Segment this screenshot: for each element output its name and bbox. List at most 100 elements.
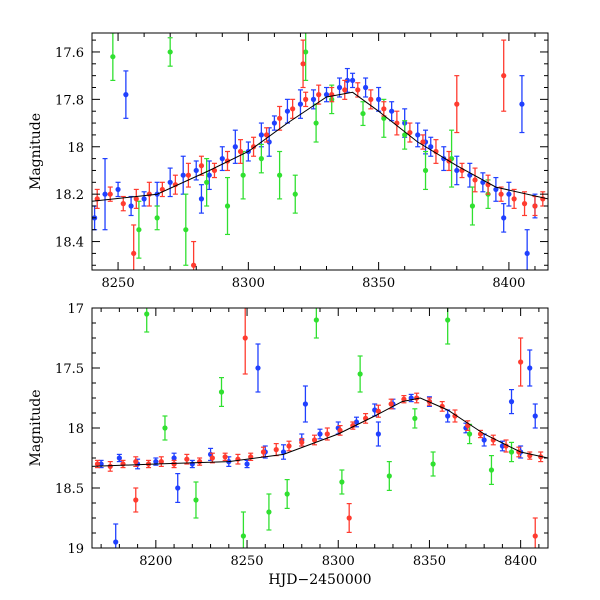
- data-point: [302, 401, 309, 407]
- data-point: [258, 132, 264, 138]
- data-point: [466, 431, 473, 437]
- data-point: [415, 132, 421, 138]
- data-point: [113, 539, 119, 545]
- data-point: [493, 186, 499, 193]
- data-point: [511, 196, 517, 202]
- data-point: [300, 61, 306, 67]
- data-point: [389, 108, 395, 114]
- data-point: [144, 311, 150, 317]
- data-point: [303, 49, 309, 55]
- data-point: [286, 443, 292, 449]
- data-point: [277, 172, 283, 178]
- data-point: [133, 459, 139, 465]
- y-tick-label: 17.5: [55, 362, 84, 377]
- data-point: [271, 120, 277, 126]
- data-point: [284, 491, 290, 497]
- x-tick-label: 8250: [230, 554, 263, 569]
- data-point: [240, 172, 246, 178]
- data-point: [452, 413, 458, 419]
- x-tick-label: 8400: [492, 276, 525, 291]
- plot-area: [92, 308, 548, 548]
- data-point: [266, 509, 272, 515]
- model-curve: [92, 397, 548, 467]
- data-point: [232, 144, 238, 150]
- data-point: [167, 49, 173, 55]
- data-point: [381, 106, 387, 112]
- x-tick-label: 8400: [504, 554, 537, 569]
- data-point: [375, 431, 381, 437]
- data-point: [162, 425, 168, 431]
- data-point: [472, 177, 478, 183]
- data-point: [133, 497, 139, 503]
- data-point: [146, 191, 152, 197]
- y-tick-label: 17.8: [55, 93, 84, 108]
- y-tick-label: 17.6: [55, 46, 84, 61]
- data-point: [310, 96, 317, 102]
- data-point: [506, 191, 512, 197]
- data-point: [445, 317, 451, 323]
- data-point: [313, 317, 319, 323]
- x-axis-label: HJD−2450000: [268, 572, 371, 588]
- data-point: [353, 419, 360, 425]
- data-point: [255, 365, 261, 371]
- data-point: [317, 431, 323, 437]
- data-point: [311, 437, 318, 443]
- data-point: [498, 191, 504, 197]
- bottom-panel: 8200 8250 8300 8350 8400 17 17.5 18 18.5 19 Magnit…: [28, 302, 549, 588]
- data-point: [368, 96, 374, 102]
- data-point: [158, 459, 164, 465]
- data-point: [209, 455, 215, 461]
- data-point: [375, 408, 381, 414]
- data-point: [183, 227, 189, 233]
- plot-frame: [91, 307, 549, 549]
- data-point: [532, 203, 538, 209]
- y-tick-label: 18.2: [55, 188, 84, 203]
- data-point: [527, 365, 533, 371]
- data-point: [185, 172, 192, 178]
- data-point: [388, 401, 394, 407]
- data-point: [237, 148, 244, 155]
- x-tick-label: 8250: [102, 276, 135, 291]
- data-point: [141, 196, 147, 202]
- data-point: [381, 115, 387, 121]
- data-point: [244, 461, 250, 467]
- data-point: [360, 110, 366, 117]
- data-point: [454, 167, 460, 174]
- data-point: [481, 437, 487, 443]
- data-point: [273, 447, 279, 453]
- data-point: [518, 359, 524, 365]
- data-point: [107, 191, 113, 197]
- data-point: [412, 415, 418, 421]
- data-point: [98, 461, 104, 467]
- data-point: [323, 92, 330, 98]
- plot-area: [92, 33, 548, 270]
- data-point: [193, 167, 199, 174]
- data-point: [337, 427, 343, 433]
- data-point: [316, 92, 322, 98]
- x-tick-label: 8350: [413, 554, 446, 569]
- data-point: [344, 77, 350, 83]
- data-point: [430, 461, 436, 467]
- data-point: [136, 227, 142, 233]
- data-point: [120, 201, 126, 207]
- data-point: [290, 106, 296, 112]
- data-point: [284, 108, 291, 114]
- data-point: [407, 129, 413, 136]
- data-point: [131, 250, 137, 257]
- data-point: [128, 203, 134, 209]
- data-point: [204, 179, 210, 185]
- series-1: [144, 308, 515, 548]
- data-point: [197, 459, 203, 465]
- data-point: [198, 196, 205, 202]
- data-point: [133, 196, 139, 202]
- data-point: [303, 96, 309, 102]
- data-point: [524, 250, 530, 257]
- model-curve: [92, 91, 548, 202]
- data-point: [394, 120, 400, 126]
- data-point: [260, 449, 267, 455]
- data-point: [532, 413, 538, 419]
- data-point: [120, 461, 126, 467]
- data-point: [240, 533, 246, 539]
- data-point: [363, 84, 369, 91]
- data-point: [94, 461, 101, 467]
